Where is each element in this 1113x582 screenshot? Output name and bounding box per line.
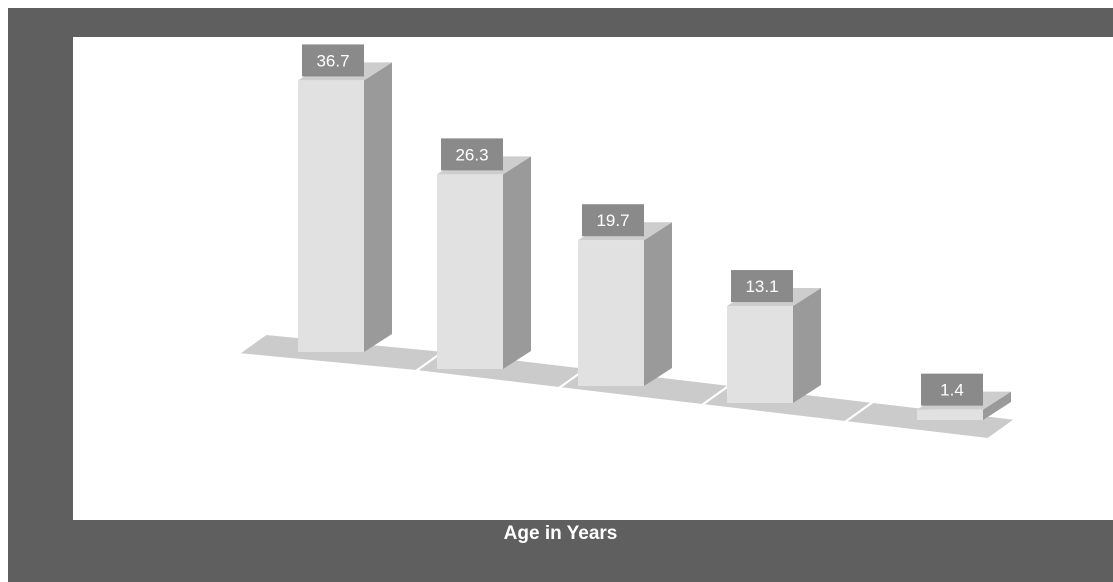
chart-frame: 36.7 26.3 19.7 13.1 1.4 Age in Years: [8, 8, 1113, 582]
bar-side-face: [793, 288, 821, 403]
plot-area: 36.7 26.3 19.7 13.1 1.4: [73, 37, 1113, 520]
bar-side-face: [983, 391, 1011, 420]
chart-svg: 36.7 26.3 19.7 13.1 1.4: [235, 44, 1019, 441]
data-label-text: 19.7: [596, 211, 629, 230]
data-label: 13.1: [731, 270, 793, 303]
data-label-text: 1.4: [940, 381, 964, 400]
x-axis-label: Age in Years: [503, 523, 618, 544]
data-labels: 36.7 26.3 19.7 13.1 1.4: [302, 44, 983, 406]
data-label-text: 36.7: [316, 51, 349, 70]
bar-front-face: [298, 80, 364, 353]
data-label: 19.7: [582, 204, 644, 237]
bar-side-face: [644, 222, 672, 386]
data-label-box: [441, 138, 503, 171]
bar-side-face: [503, 156, 531, 369]
bar: [578, 222, 672, 386]
data-label-box: [582, 204, 644, 237]
data-label-text: 13.1: [745, 277, 778, 296]
bar-series: [298, 62, 1011, 420]
bar-side-face: [364, 62, 392, 353]
bar-front-face: [727, 306, 793, 403]
data-label: 26.3: [441, 138, 503, 171]
bar: [437, 156, 531, 369]
floor-segment: [842, 400, 1019, 441]
data-label-box: [921, 373, 983, 406]
bar-front-face: [917, 409, 983, 420]
data-label-box: [302, 44, 364, 77]
data-label: 36.7: [302, 44, 364, 77]
bar-front-face: [437, 174, 503, 369]
data-label-text: 26.3: [455, 145, 488, 164]
bar: [298, 62, 392, 353]
data-label: 1.4: [921, 373, 983, 406]
data-label-box: [731, 270, 793, 303]
bar: [727, 288, 821, 403]
bar-front-face: [578, 240, 644, 386]
